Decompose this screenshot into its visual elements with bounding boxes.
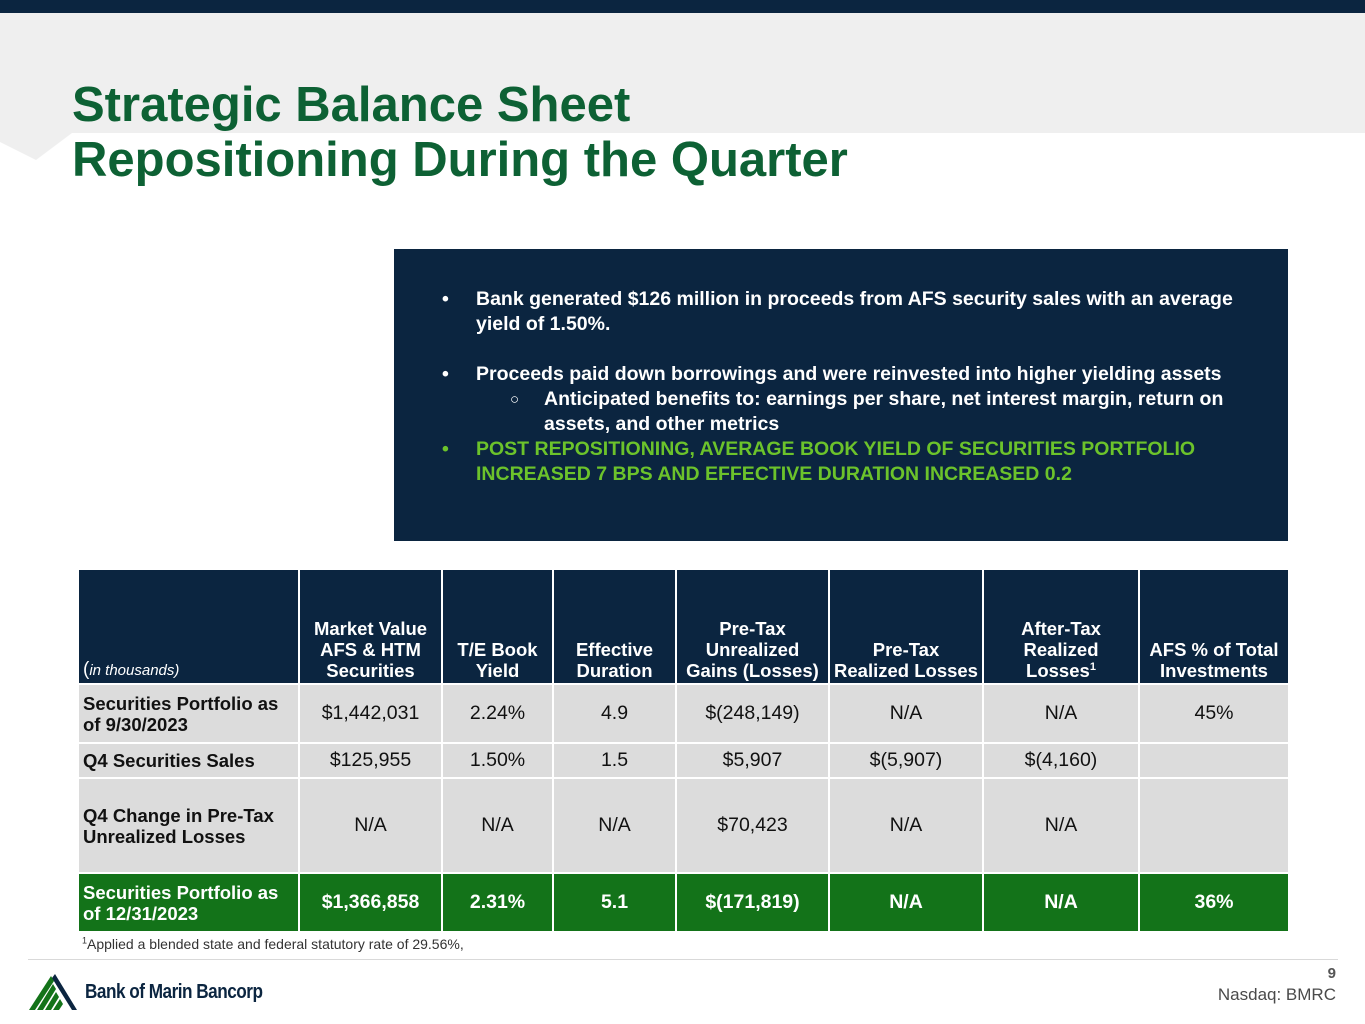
table-cell: N/A: [982, 683, 1140, 744]
table-row: Q4 Securities Sales $125,955 1.50% 1.5 $…: [77, 742, 1290, 779]
sub-bullet-text: Anticipated benefits to: earnings per sh…: [544, 388, 1224, 435]
table-cell: $125,955: [298, 742, 443, 779]
table-cell: $(5,907): [828, 742, 984, 779]
col-afs-percent: AFS % of Total Investments: [1138, 568, 1290, 685]
table-cell: 1.50%: [441, 742, 554, 779]
top-bar: [0, 0, 1365, 13]
table-cell: $(171,819): [675, 872, 830, 933]
row-label: Q4 Securities Sales: [77, 742, 300, 779]
bullet-post-repositioning: • POST REPOSITIONING, AVERAGE BOOK YIELD…: [442, 437, 1276, 487]
col-unrealized-gains: Pre-Tax Unrealized Gains (Losses): [675, 568, 830, 685]
table-cell: N/A: [441, 777, 554, 874]
table-cell: N/A: [298, 777, 443, 874]
table-row: Securities Portfolio as of 9/30/2023 $1,…: [77, 683, 1290, 744]
row-label: Securities Portfolio as of 12/31/2023: [77, 872, 300, 933]
footnote-text: Applied a blended state and federal stat…: [87, 936, 464, 952]
footnote: 1Applied a blended state and federal sta…: [82, 936, 464, 952]
logo-text: Bank of Marin Bancorp: [85, 980, 263, 1003]
col-pretax-realized: Pre-Tax Realized Losses: [828, 568, 984, 685]
table-cell: $70,423: [675, 777, 830, 874]
table-cell: 5.1: [552, 872, 677, 933]
table-cell: 36%: [1138, 872, 1290, 933]
table-cell: $(4,160): [982, 742, 1140, 779]
ticker-label: Nasdaq: BMRC: [1217, 985, 1336, 1004]
table-cell: [1138, 742, 1290, 779]
bullet-text: Bank generated $126 million in proceeds …: [476, 288, 1233, 335]
table-cell: N/A: [828, 777, 984, 874]
table-cell: $(248,149): [675, 683, 830, 744]
bullet-proceeds: • Bank generated $126 million in proceed…: [442, 287, 1276, 337]
table-cell: $5,907: [675, 742, 830, 779]
sub-bullet-benefits: ○ Anticipated benefits to: earnings per …: [442, 387, 1276, 437]
table-cell: $1,366,858: [298, 872, 443, 933]
title-line-1: Strategic Balance Sheet: [72, 78, 631, 132]
bullet-borrowings: • Proceeds paid down borrowings and were…: [442, 362, 1276, 387]
col-aftertax-realized: After-Tax Realized Losses1: [982, 568, 1140, 685]
table-cell: [1138, 777, 1290, 874]
tree-logo-icon: [29, 974, 77, 1010]
col-effective-duration: Effective Duration: [552, 568, 677, 685]
bullet-dot-icon: •: [442, 363, 449, 385]
table-row: Q4 Change in Pre-Tax Unrealized Losses N…: [77, 777, 1290, 874]
title-line-2: Repositioning During the Quarter: [72, 133, 848, 187]
slide-title: Strategic Balance Sheet Repositioning Du…: [72, 78, 848, 188]
table-cell: N/A: [982, 777, 1140, 874]
table-cell: 4.9: [552, 683, 677, 744]
col-book-yield: T/E Book Yield: [441, 568, 554, 685]
securities-table: (in thousands) Market Value AFS & HTM Se…: [77, 568, 1290, 933]
table-cell: N/A: [552, 777, 677, 874]
table-cell: N/A: [828, 683, 984, 744]
table-cell: 45%: [1138, 683, 1290, 744]
table-cell: 1.5: [552, 742, 677, 779]
table-header-row: (in thousands) Market Value AFS & HTM Se…: [77, 568, 1290, 685]
table-cell: N/A: [828, 872, 984, 933]
company-logo: Bank of Marin Bancorp: [29, 972, 291, 1012]
sub-bullet-circle-icon: ○: [510, 391, 520, 408]
footer-divider: [28, 959, 1338, 960]
col-market-value: Market Value AFS & HTM Securities: [298, 568, 443, 685]
footnote-marker: 1: [82, 935, 88, 946]
units-note: (in thousands): [77, 568, 300, 685]
table-cell: 2.31%: [441, 872, 554, 933]
row-label: Securities Portfolio as of 9/30/2023: [77, 683, 300, 744]
footnote-marker: 1: [1089, 660, 1096, 673]
bullet-text: POST REPOSITIONING, AVERAGE BOOK YIELD O…: [476, 438, 1196, 485]
highlights-box: • Bank generated $126 million in proceed…: [394, 249, 1288, 541]
table-row-total: Securities Portfolio as of 12/31/2023 $1…: [77, 872, 1290, 933]
bullet-dot-icon: •: [442, 288, 449, 310]
bullet-dot-icon: •: [442, 438, 449, 460]
table-cell: $1,442,031: [298, 683, 443, 744]
table-cell: N/A: [982, 872, 1140, 933]
bullet-text: Proceeds paid down borrowings and were r…: [476, 363, 1222, 385]
row-label: Q4 Change in Pre-Tax Unrealized Losses: [77, 777, 300, 874]
table-cell: 2.24%: [441, 683, 554, 744]
header-shape: [0, 100, 1365, 160]
page-number: 9: [1327, 965, 1336, 982]
